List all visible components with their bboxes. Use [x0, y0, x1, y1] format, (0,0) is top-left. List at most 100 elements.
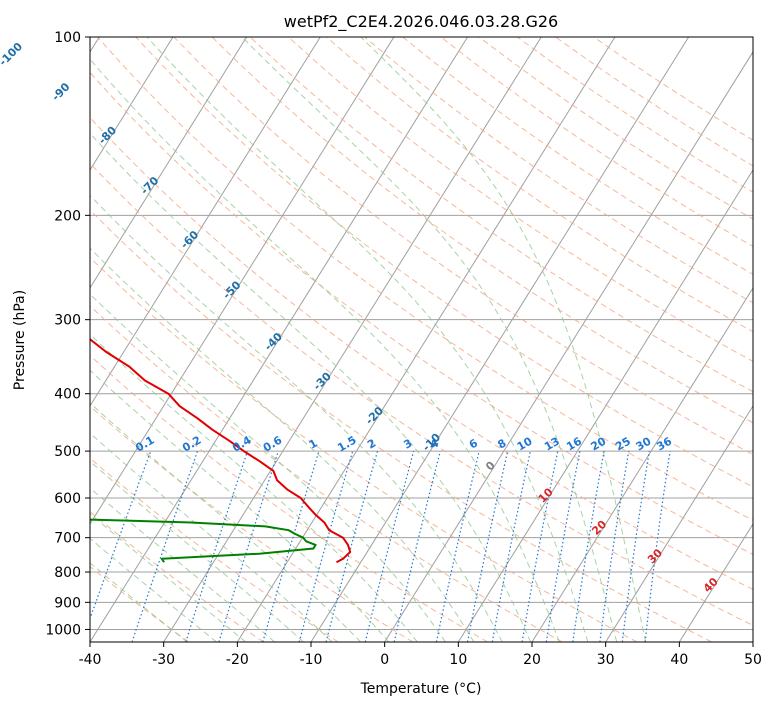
y-tick-label: 400	[54, 387, 81, 403]
dry-adiabat-80	[97, 37, 753, 521]
dry-adiabat-130	[288, 37, 753, 362]
mixing-ratio-line	[599, 450, 630, 642]
dry-adiabat-30	[90, 256, 638, 642]
moist-adiabat--26	[90, 537, 217, 642]
isotherm--20	[236, 37, 616, 642]
moist-adiabat-18	[90, 132, 532, 642]
temperature-line	[90, 337, 352, 564]
dry-adiabat--10	[90, 457, 339, 642]
moist-adiabat-label: 0	[483, 458, 498, 473]
moist-adiabat-22	[90, 58, 560, 642]
mixing-ratio-line	[364, 450, 415, 642]
y-tick-label: 100	[54, 30, 81, 46]
dry-adiabat-label: -50	[220, 278, 243, 301]
mixing-ratio-line	[298, 450, 354, 642]
dry-adiabat-10	[90, 354, 488, 642]
x-tick-label: 40	[670, 652, 688, 668]
moist-adiabat--18	[90, 487, 275, 642]
x-tick-label: -40	[79, 652, 102, 668]
mixing-ratio-label: 8	[495, 437, 508, 452]
y-axis-label: Pressure (hPa)	[12, 290, 28, 390]
moist-adiabat-6	[90, 293, 446, 642]
x-tick-label: -30	[152, 652, 175, 668]
dry-adiabat-label: -90	[49, 80, 72, 103]
dry-adiabat-210	[593, 37, 753, 141]
moist-adiabat--6	[90, 402, 361, 642]
x-axis-label: Temperature (°C)	[360, 681, 482, 697]
isotherm-20	[531, 286, 753, 642]
mixing-ratio-line	[393, 450, 441, 642]
dry-adiabat-label: -10	[420, 431, 443, 454]
mixing-ratio-label: 3	[401, 437, 414, 452]
mixing-ratio-line	[325, 450, 379, 642]
mixing-ratio-line	[185, 450, 249, 642]
dry-adiabat-140	[326, 37, 753, 333]
x-tick-label: 0	[380, 652, 389, 668]
isotherm--50	[90, 37, 395, 525]
x-tick-label: 50	[744, 652, 762, 668]
isotherm-30	[605, 405, 753, 642]
moist-adiabat-14	[90, 194, 503, 642]
isotherm--60	[90, 37, 321, 407]
dry-adiabat-70	[90, 71, 753, 555]
mixing-ratio-line	[218, 450, 279, 642]
dry-adiabat-label: -40	[262, 330, 285, 353]
moist-adiabat-2	[90, 333, 418, 642]
dry-adiabat-40	[90, 209, 712, 642]
mixing-ratio-line	[621, 451, 650, 642]
dry-adiabat-170	[440, 37, 753, 248]
isotherm-0	[384, 50, 753, 642]
dry-adiabat-100	[173, 37, 753, 456]
isotherm-50	[752, 641, 753, 642]
dry-adiabat--20	[90, 510, 264, 642]
dry-adiabat-180	[478, 37, 753, 220]
mixing-ratio-label: 6	[467, 436, 480, 451]
dry-adiabat-20	[90, 305, 563, 642]
mixing-ratio-line	[90, 450, 152, 621]
moist-adiabat--10	[90, 432, 333, 642]
isotherm--30	[163, 37, 542, 642]
dry-adiabat-label: -30	[311, 370, 334, 393]
dry-adiabat-90	[135, 37, 753, 488]
moist-adiabat-label: 20	[589, 517, 609, 537]
background-lines	[90, 37, 753, 642]
mixing-ratio-line	[572, 450, 605, 642]
plot-frame	[89, 36, 754, 643]
y-tick-label: 800	[54, 565, 81, 581]
y-tick-label: 200	[54, 208, 81, 224]
moist-adiabat-34	[360, 37, 647, 642]
dry-adiabat-label: -20	[363, 404, 386, 427]
dry-adiabat-60	[90, 116, 753, 591]
y-tick-label: 300	[54, 313, 81, 329]
moist-adiabat--22	[90, 512, 247, 642]
dry-adiabat-label: -100	[0, 40, 25, 69]
mixing-ratio-line	[131, 450, 199, 642]
dry-adiabat-label: -60	[178, 228, 201, 251]
y-tick-label: 600	[54, 491, 81, 507]
x-tick-label: -10	[300, 652, 323, 668]
dry-adiabat-150	[364, 37, 753, 304]
moist-adiabat-26	[146, 37, 589, 642]
isotherm--70	[90, 37, 248, 289]
isotherm-40	[678, 523, 753, 642]
mixing-ratio-label: 1	[307, 437, 320, 452]
moist-adiabat-label: 10	[536, 485, 556, 505]
mixing-ratio-line	[466, 450, 509, 642]
moist-adiabat-30	[241, 37, 618, 642]
data-lines	[90, 337, 352, 564]
isotherm--10	[310, 37, 690, 642]
x-tick-label: 10	[449, 652, 467, 668]
mixing-ratio-line	[491, 450, 531, 642]
mixing-ratio-line	[435, 450, 480, 642]
mixing-ratio-line	[521, 450, 559, 642]
moist-adiabat-label: 40	[701, 575, 721, 595]
isotherm--80	[90, 37, 174, 171]
x-tick-label: -20	[226, 652, 249, 668]
mixing-ratio-line	[262, 450, 320, 642]
x-tick-label: 30	[597, 652, 615, 668]
isotherm-10	[457, 168, 753, 642]
axes: -40 -30 -20 -10 0 10 20 30 40 5010020030040050060…	[45, 30, 762, 668]
mixing-ratio-line	[644, 451, 671, 642]
